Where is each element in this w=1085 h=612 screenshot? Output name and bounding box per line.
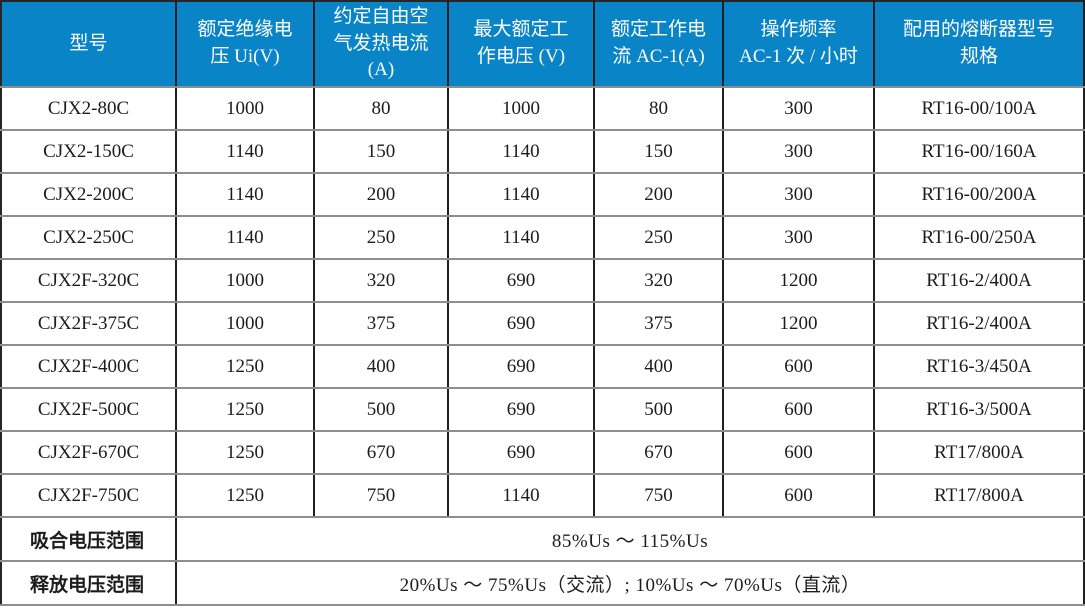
column-header-max-rated-operating-voltage: 最大额定工 作电压 (V) [448,1,595,88]
table-row: CJX2-200C 1140 200 1140 200 300 RT16-00/… [1,173,1085,217]
conventional-free-air-thermal-current-cell: 670 [314,431,449,475]
model-cell: CJX2F-500C [1,388,177,432]
table-header: 型号 额定绝缘电 压 Ui(V) 约定自由空 气发热电流 (A) 最大额定工 作… [1,1,1085,88]
max-rated-operating-voltage-cell: 690 [448,345,595,389]
max-rated-operating-voltage-cell: 690 [448,388,595,432]
conventional-free-air-thermal-current-cell: 80 [314,87,449,131]
model-cell: CJX2-80C [1,87,177,131]
model-cell: CJX2-250C [1,216,177,260]
column-header-operating-frequency: 操作频率 AC-1 次 / 小时 [723,1,875,88]
matching-fuse-spec-cell: RT16-2/400A [874,259,1085,303]
conventional-free-air-thermal-current-cell: 200 [314,173,449,217]
operating-frequency-cell: 1200 [723,302,875,346]
conventional-free-air-thermal-current-cell: 150 [314,130,449,174]
rated-insulation-voltage-cell: 1000 [176,259,315,303]
operating-frequency-cell: 300 [723,173,875,217]
rated-insulation-voltage-cell: 1140 [176,216,315,260]
pickup-voltage-range-value: 85%Us ～ 115%Us [176,517,1085,562]
matching-fuse-spec-cell: RT16-2/400A [874,302,1085,346]
column-header-matching-fuse-spec: 配用的熔断器型号 规格 [874,1,1085,88]
rated-operating-current-ac1-cell: 750 [594,474,724,518]
rated-insulation-voltage-cell: 1000 [176,302,315,346]
matching-fuse-spec-cell: RT16-3/500A [874,388,1085,432]
table-row: CJX2-250C 1140 250 1140 250 300 RT16-00/… [1,216,1085,260]
max-rated-operating-voltage-cell: 1140 [448,216,595,260]
pickup-voltage-range-label: 吸合电压范围 [1,517,177,562]
rated-insulation-voltage-cell: 1250 [176,345,315,389]
rated-operating-current-ac1-cell: 320 [594,259,724,303]
matching-fuse-spec-cell: RT17/800A [874,474,1085,518]
rated-operating-current-ac1-cell: 500 [594,388,724,432]
model-cell: CJX2-200C [1,173,177,217]
rated-operating-current-ac1-cell: 375 [594,302,724,346]
operating-frequency-cell: 1200 [723,259,875,303]
matching-fuse-spec-cell: RT16-00/160A [874,130,1085,174]
table-row-pickup-voltage-range: 吸合电压范围 85%Us ～ 115%Us [1,517,1085,562]
model-cell: CJX2F-320C [1,259,177,303]
max-rated-operating-voltage-cell: 690 [448,259,595,303]
max-rated-operating-voltage-cell: 1140 [448,173,595,217]
model-cell: CJX2-150C [1,130,177,174]
table-row: CJX2F-500C 1250 500 690 500 600 RT16-3/5… [1,388,1085,432]
column-header-conventional-free-air-thermal-current: 约定自由空 气发热电流 (A) [314,1,449,88]
column-header-rated-operating-current-ac1: 额定工作电 流 AC-1(A) [594,1,724,88]
table-row: CJX2F-670C 1250 670 690 670 600 RT17/800… [1,431,1085,475]
max-rated-operating-voltage-cell: 690 [448,431,595,475]
model-cell: CJX2F-375C [1,302,177,346]
model-cell: CJX2F-670C [1,431,177,475]
rated-operating-current-ac1-cell: 400 [594,345,724,389]
operating-frequency-cell: 300 [723,87,875,131]
rated-insulation-voltage-cell: 1140 [176,130,315,174]
conventional-free-air-thermal-current-cell: 400 [314,345,449,389]
release-voltage-range-label: 释放电压范围 [1,561,177,606]
matching-fuse-spec-cell: RT17/800A [874,431,1085,475]
table-row: CJX2-80C 1000 80 1000 80 300 RT16-00/100… [1,87,1085,131]
rated-operating-current-ac1-cell: 80 [594,87,724,131]
table-row: CJX2F-400C 1250 400 690 400 600 RT16-3/4… [1,345,1085,389]
conventional-free-air-thermal-current-cell: 500 [314,388,449,432]
rated-operating-current-ac1-cell: 200 [594,173,724,217]
column-header-model: 型号 [1,1,177,88]
matching-fuse-spec-cell: RT16-00/100A [874,87,1085,131]
model-cell: CJX2F-750C [1,474,177,518]
conventional-free-air-thermal-current-cell: 320 [314,259,449,303]
rated-insulation-voltage-cell: 1250 [176,431,315,475]
rated-operating-current-ac1-cell: 150 [594,130,724,174]
max-rated-operating-voltage-cell: 690 [448,302,595,346]
operating-frequency-cell: 600 [723,474,875,518]
operating-frequency-cell: 300 [723,216,875,260]
rated-insulation-voltage-cell: 1250 [176,474,315,518]
header-row: 型号 额定绝缘电 压 Ui(V) 约定自由空 气发热电流 (A) 最大额定工 作… [1,1,1085,88]
table-row: CJX2F-375C 1000 375 690 375 1200 RT16-2/… [1,302,1085,346]
rated-insulation-voltage-cell: 1250 [176,388,315,432]
table-row: CJX2F-750C 1250 750 1140 750 600 RT17/80… [1,474,1085,518]
release-voltage-range-value: 20%Us ～ 75%Us（交流）; 10%Us ～ 70%Us（直流） [176,561,1085,606]
conventional-free-air-thermal-current-cell: 375 [314,302,449,346]
max-rated-operating-voltage-cell: 1140 [448,130,595,174]
max-rated-operating-voltage-cell: 1000 [448,87,595,131]
operating-frequency-cell: 600 [723,345,875,389]
table-row-release-voltage-range: 释放电压范围 20%Us ～ 75%Us（交流）; 10%Us ～ 70%Us（… [1,561,1085,606]
table-body: CJX2-80C 1000 80 1000 80 300 RT16-00/100… [1,87,1085,518]
conventional-free-air-thermal-current-cell: 750 [314,474,449,518]
table-footer: 吸合电压范围 85%Us ～ 115%Us 释放电压范围 20%Us ～ 75%… [1,517,1085,606]
table-row: CJX2F-320C 1000 320 690 320 1200 RT16-2/… [1,259,1085,303]
model-cell: CJX2F-400C [1,345,177,389]
operating-frequency-cell: 300 [723,130,875,174]
rated-operating-current-ac1-cell: 670 [594,431,724,475]
column-header-rated-insulation-voltage: 额定绝缘电 压 Ui(V) [176,1,315,88]
operating-frequency-cell: 600 [723,431,875,475]
table-row: CJX2-150C 1140 150 1140 150 300 RT16-00/… [1,130,1085,174]
max-rated-operating-voltage-cell: 1140 [448,474,595,518]
rated-operating-current-ac1-cell: 250 [594,216,724,260]
conventional-free-air-thermal-current-cell: 250 [314,216,449,260]
matching-fuse-spec-cell: RT16-00/200A [874,173,1085,217]
rated-insulation-voltage-cell: 1140 [176,173,315,217]
rated-insulation-voltage-cell: 1000 [176,87,315,131]
operating-frequency-cell: 600 [723,388,875,432]
matching-fuse-spec-cell: RT16-00/250A [874,216,1085,260]
matching-fuse-spec-cell: RT16-3/450A [874,345,1085,389]
